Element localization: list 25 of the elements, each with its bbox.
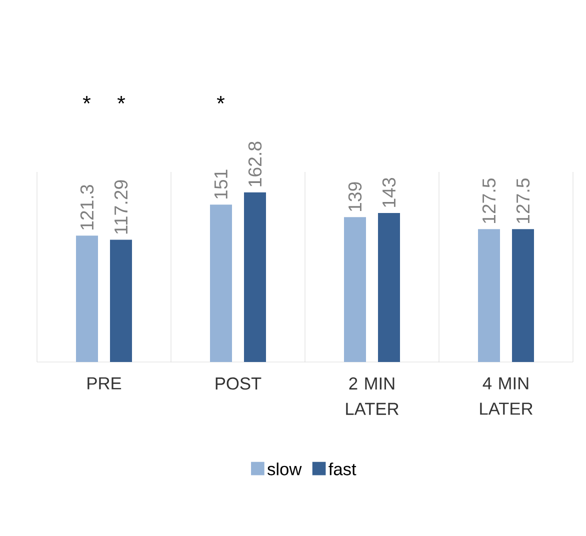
text: * bbox=[216, 96, 225, 104]
legend-label: fast bbox=[328, 462, 356, 476]
bar bbox=[110, 240, 132, 362]
data-label: 151 bbox=[214, 170, 228, 199]
bar bbox=[76, 236, 98, 362]
data-label: 143 bbox=[382, 178, 396, 207]
text: * bbox=[117, 96, 126, 104]
data-label: 121.3 bbox=[80, 185, 94, 230]
bar bbox=[512, 229, 534, 362]
text: * bbox=[82, 96, 91, 104]
data-label: 117.29 bbox=[114, 180, 128, 234]
x-tick-label: POST bbox=[216, 377, 262, 390]
bar bbox=[478, 229, 500, 362]
x-tick-label: 4 MIN LATER bbox=[480, 377, 532, 415]
x-tick-label: PRE bbox=[88, 377, 122, 390]
data-label: 139 bbox=[348, 182, 362, 212]
bar bbox=[344, 217, 366, 362]
data-label: 162.8 bbox=[248, 142, 262, 186]
bar bbox=[378, 212, 400, 362]
bar bbox=[210, 204, 232, 362]
x-tick-label: 2 MIN LATER bbox=[346, 377, 398, 415]
bar bbox=[244, 192, 266, 362]
legend-label: slow bbox=[268, 462, 302, 476]
data-label: 127.5 bbox=[482, 178, 496, 224]
data-label: 127.5 bbox=[516, 178, 530, 224]
